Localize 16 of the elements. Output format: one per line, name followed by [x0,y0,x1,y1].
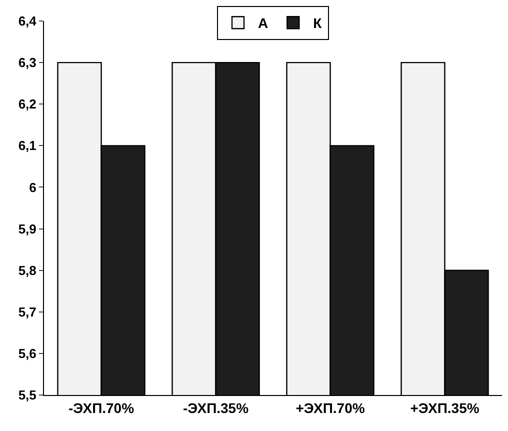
x-tick-label: +ЭХП.70% [296,400,366,416]
x-tick-label: -ЭХП.70% [68,400,135,416]
x-tick-label: -ЭХП.35% [182,400,250,416]
y-tick-label: 6,3 [18,55,36,70]
y-tick-label: 6 [29,180,36,195]
y-tick-label: 6,2 [18,96,36,112]
y-tick-label: 5,9 [18,221,36,236]
y-tick-label: 5,8 [18,262,36,278]
y-tick-label: 6,4 [18,14,38,29]
x-tick-label: +ЭХП.35% [410,400,480,416]
y-tick-label: 6,1 [18,138,36,154]
y-tick-label: 5,7 [18,304,36,320]
legend-label: А [258,15,268,32]
y-tick-label: 5,6 [18,346,36,361]
y-tick-label: 5,5 [18,388,36,403]
legend-label: К [313,15,322,32]
